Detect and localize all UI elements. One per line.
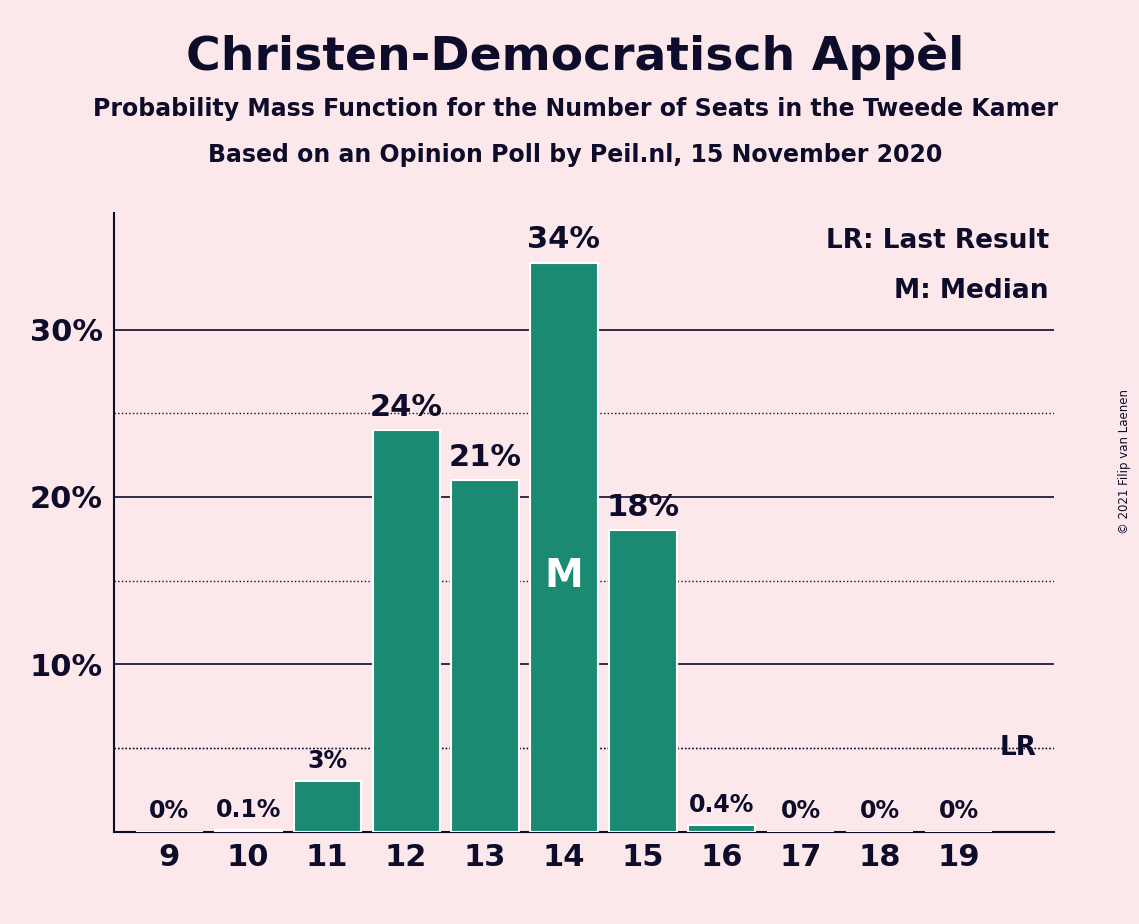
Bar (451, 480, 518, 832)
Text: M: Median: M: Median (894, 277, 1049, 303)
Bar (214, 830, 281, 832)
Bar (531, 262, 598, 832)
Text: 21%: 21% (449, 443, 522, 472)
Bar (294, 782, 361, 832)
Text: Based on an Opinion Poll by Peil.nl, 15 November 2020: Based on an Opinion Poll by Peil.nl, 15 … (208, 143, 942, 167)
Text: 3%: 3% (308, 749, 347, 773)
Bar (372, 430, 440, 832)
Text: Probability Mass Function for the Number of Seats in the Tweede Kamer: Probability Mass Function for the Number… (92, 97, 1058, 121)
Text: 0.4%: 0.4% (689, 793, 755, 817)
Bar (688, 825, 755, 832)
Text: 18%: 18% (606, 493, 680, 522)
Text: LR: LR (1000, 735, 1036, 761)
Text: 0%: 0% (860, 799, 900, 823)
Text: Christen-Democratisch Appèl: Christen-Democratisch Appèl (186, 32, 965, 79)
Text: 0.1%: 0.1% (215, 797, 281, 821)
Text: © 2021 Filip van Laenen: © 2021 Filip van Laenen (1118, 390, 1131, 534)
Text: M: M (544, 556, 583, 595)
Text: 0%: 0% (939, 799, 978, 823)
Text: 24%: 24% (369, 393, 443, 421)
Text: 0%: 0% (781, 799, 821, 823)
Text: LR: Last Result: LR: Last Result (826, 228, 1049, 254)
Bar (609, 530, 677, 832)
Text: 0%: 0% (149, 799, 189, 823)
Text: 34%: 34% (527, 225, 600, 254)
